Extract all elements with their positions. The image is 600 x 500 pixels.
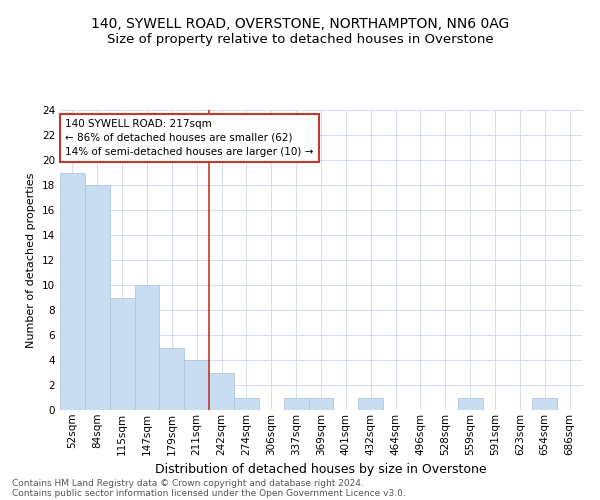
Bar <box>85 185 110 410</box>
Text: 140, SYWELL ROAD, OVERSTONE, NORTHAMPTON, NN6 0AG: 140, SYWELL ROAD, OVERSTONE, NORTHAMPTON… <box>91 18 509 32</box>
Bar <box>532 398 557 410</box>
Bar <box>458 398 482 410</box>
Bar <box>358 398 383 410</box>
Bar <box>184 360 209 410</box>
Bar <box>308 398 334 410</box>
Y-axis label: Number of detached properties: Number of detached properties <box>26 172 37 348</box>
Text: Contains HM Land Registry data © Crown copyright and database right 2024.: Contains HM Land Registry data © Crown c… <box>12 478 364 488</box>
Text: Size of property relative to detached houses in Overstone: Size of property relative to detached ho… <box>107 32 493 46</box>
Bar <box>160 348 184 410</box>
Bar <box>234 398 259 410</box>
Bar <box>110 298 134 410</box>
Bar <box>134 285 160 410</box>
Bar <box>60 172 85 410</box>
Text: Contains public sector information licensed under the Open Government Licence v3: Contains public sector information licen… <box>12 488 406 498</box>
Bar <box>209 372 234 410</box>
X-axis label: Distribution of detached houses by size in Overstone: Distribution of detached houses by size … <box>155 463 487 476</box>
Bar <box>284 398 308 410</box>
Text: 140 SYWELL ROAD: 217sqm
← 86% of detached houses are smaller (62)
14% of semi-de: 140 SYWELL ROAD: 217sqm ← 86% of detache… <box>65 119 314 157</box>
